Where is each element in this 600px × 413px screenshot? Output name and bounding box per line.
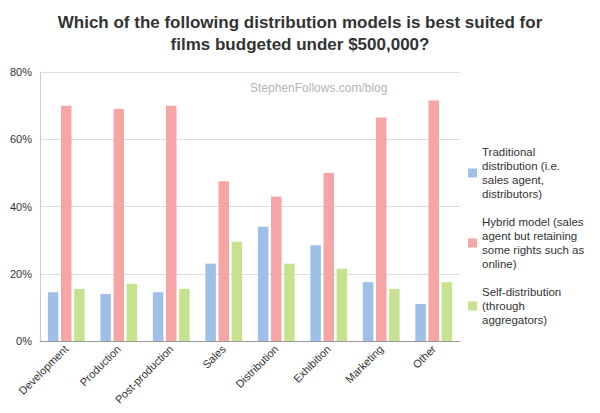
svg-text:Which of the following distrib: Which of the following distribution mode… [58,13,543,32]
svg-text:films budgeted under $500,000?: films budgeted under $500,000? [171,35,430,54]
svg-text:Production: Production [77,343,123,389]
svg-text:20%: 20% [10,268,32,280]
svg-text:Marketing: Marketing [343,343,386,386]
svg-text:60%: 60% [10,133,32,145]
svg-text:Exhibition: Exhibition [291,343,333,385]
svg-text:StephenFollows.com/blog: StephenFollows.com/blog [250,81,387,95]
svg-text:Sales: Sales [200,342,228,370]
svg-text:(through: (through [482,300,528,312]
svg-text:sales agent,: sales agent, [482,174,547,186]
svg-text:80%: 80% [10,66,32,78]
svg-text:Other: Other [410,343,438,371]
svg-text:Hybrid model (sales: Hybrid model (sales [482,216,587,228]
svg-text:40%: 40% [10,201,32,213]
svg-text:some rights such as: some rights such as [482,244,587,256]
svg-text:Traditional: Traditional [482,146,538,158]
svg-text:online): online) [482,258,517,270]
svg-text:Self-distribution: Self-distribution [482,286,564,298]
svg-text:Distribution: Distribution [233,343,280,390]
svg-text:aggregators): aggregators) [482,314,547,326]
svg-text:agent but retaining: agent but retaining [482,230,580,242]
svg-text:distribution (i.e.: distribution (i.e. [482,160,563,172]
svg-text:distributors): distributors) [482,188,542,200]
svg-text:0%: 0% [16,335,32,347]
svg-text:Post-production: Post-production [113,343,176,406]
svg-text:Development: Development [16,343,70,397]
